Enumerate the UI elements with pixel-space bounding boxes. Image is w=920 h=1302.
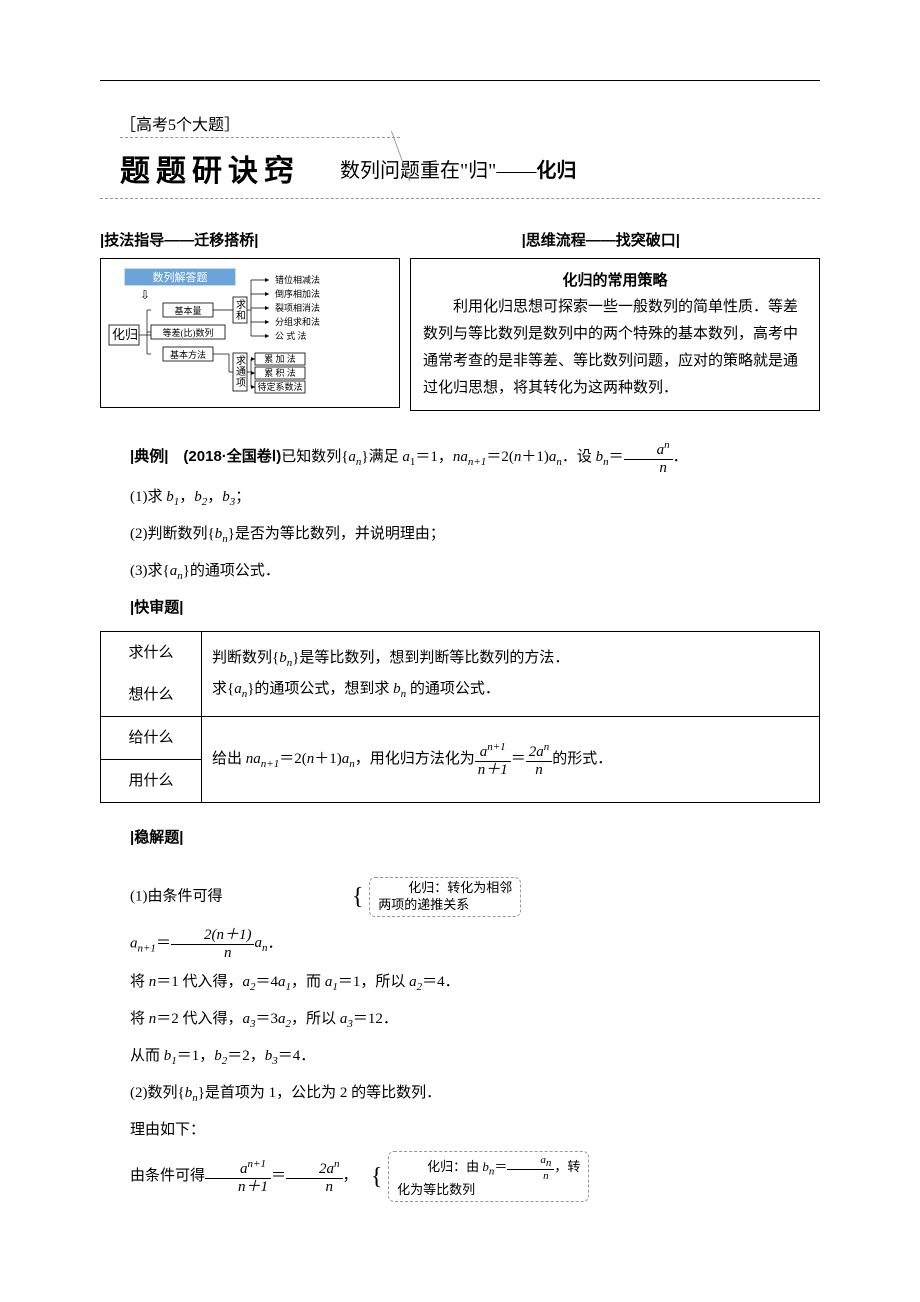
example-q1: (1)求 b1，b2，b3；: [100, 482, 820, 513]
cell-r2c1: 想什么: [101, 674, 202, 717]
section-left: |技法指导——迁移搭桥|: [100, 229, 258, 250]
sol-l1-row: (1)由条件可得 { 化归：转化为相邻 两项的递推关系: [100, 873, 820, 921]
example-source: (2018·全国卷Ⅰ): [183, 448, 281, 465]
cell-r3c1: 给什么: [101, 717, 202, 760]
example-block: |典例| (2018·全国卷Ⅰ)已知数列{an}满足 a1＝1，nan+1＝2(…: [100, 439, 820, 1202]
example-q2: (2)判断数列{bn}是否为等比数列，并说明理由；: [100, 519, 820, 550]
header-tag: ［高考5个大题］: [120, 111, 820, 135]
svg-text:化归: 化归: [112, 327, 138, 342]
callout-1b: 两项的递推关系: [378, 897, 469, 912]
cell-r1c1: 求什么: [101, 632, 202, 675]
section-right: |思维流程——找突破口|: [522, 229, 680, 250]
example-q3: (3)求{an}的通项公式．: [100, 556, 820, 587]
callout-2: 化归：由 bn＝ann，转化为等比数列: [388, 1151, 589, 1202]
svg-text:倒序相加法: 倒序相加法: [275, 288, 320, 299]
sol-l1: (1)由条件可得: [130, 888, 223, 904]
svg-text:求: 求: [236, 299, 246, 311]
method-diagram: 数列解答题⇩化归基本量等差(比)数列基本方法求和求通项错位相减法倒序相加法裂项相…: [105, 267, 397, 401]
sol-l2: an+1＝2(n＋1)nan．: [100, 927, 820, 961]
cell-r12c2: 判断数列{bn}是等比数列，想到判断等比数列的方法． 求{an}的通项公式，想到…: [202, 632, 820, 717]
callout-1a: 化归：转化为相邻: [408, 880, 512, 895]
svg-text:累 加 法: 累 加 法: [264, 353, 296, 364]
sol-l3: 将 n＝1 代入得，a2＝4a1，而 a1＝1，所以 a2＝4．: [100, 967, 820, 998]
svg-text:基本量: 基本量: [174, 305, 201, 316]
strategy-box: 化归的常用策略 利用化归思想可探索一些一般数列的简单性质．等差数列与等比数列是数…: [410, 258, 820, 411]
kuaishen-table: 求什么 判断数列{bn}是等比数列，想到判断等比数列的方法． 求{an}的通项公…: [100, 631, 820, 803]
dashed-full: [100, 198, 820, 199]
brace-icon: {: [352, 884, 364, 910]
sol-l8: 由条件可得an+1n＋1＝2ann， { 化归：由 bn＝ann，转化为等比数列: [100, 1151, 820, 1202]
cell-r4c1: 用什么: [101, 760, 202, 803]
svg-text:分组求和法: 分组求和法: [275, 316, 320, 327]
svg-text:⇩: ⇩: [140, 288, 150, 302]
dashed-under-tag: [120, 137, 400, 138]
strategy-title: 化归的常用策略: [423, 267, 807, 294]
svg-text:通: 通: [236, 366, 246, 378]
svg-text:和: 和: [236, 310, 246, 322]
svg-text:数列解答题: 数列解答题: [153, 270, 208, 284]
svg-text:公 式 法: 公 式 法: [275, 330, 307, 341]
example-stem: |典例| (2018·全国卷Ⅰ)已知数列{an}满足 a1＝1，nan+1＝2(…: [100, 439, 820, 476]
section-titles: |技法指导——迁移搭桥| |思维流程——找突破口|: [100, 229, 820, 250]
sol-l5: 从而 b1＝1，b2＝2，b3＝4．: [100, 1041, 820, 1072]
svg-text:裂项相消法: 裂项相消法: [275, 302, 320, 313]
wenjie-title: |稳解题|: [100, 823, 820, 853]
strategy-body: 利用化归思想可探索一些一般数列的简单性质．等差数列与等比数列是数列中的两个特殊的…: [423, 294, 807, 402]
svg-text:求: 求: [236, 355, 246, 367]
svg-text:基本方法: 基本方法: [170, 349, 206, 360]
header-block: ［高考5个大题］ 题题研诀窍 数列问题重在"归"——化归: [100, 111, 820, 199]
title-main: 题题研诀窍: [120, 146, 300, 190]
top-rule: [100, 80, 820, 81]
svg-text:累 积 法: 累 积 法: [264, 367, 296, 378]
t-a: 已知数列{: [281, 449, 348, 465]
svg-text:等差(比)数列: 等差(比)数列: [163, 327, 214, 338]
title-right-bold: 化归: [536, 160, 576, 182]
cell-r34c2: 给出 nan+1＝2(n＋1)an，用化归方法化为an+1n＋1＝2ann的形式…: [202, 717, 820, 803]
sol-l7: 理由如下：: [100, 1115, 820, 1145]
title-right: 数列问题重在"归"——化归: [340, 154, 576, 183]
t-b: }满足: [361, 449, 402, 465]
diagram-box: 数列解答题⇩化归基本量等差(比)数列基本方法求和求通项错位相减法倒序相加法裂项相…: [100, 258, 400, 408]
brace-icon-2: {: [371, 1164, 383, 1190]
svg-text:待定系数法: 待定系数法: [257, 381, 302, 392]
kuaishen-title: |快审题|: [100, 593, 820, 623]
callout-1: 化归：转化为相邻 两项的递推关系: [369, 877, 521, 917]
cell-r1-text: 判断数列{bn}是等比数列，想到判断等比数列的方法．: [212, 643, 809, 674]
cell-r2-text: 求{an}的通项公式，想到求 bn 的通项公式．: [212, 674, 809, 705]
sol-l4: 将 n＝2 代入得，a3＝3a2，所以 a3＝12．: [100, 1004, 820, 1035]
svg-text:项: 项: [236, 377, 246, 389]
sol-l6: (2)数列{bn}是首项为 1，公比为 2 的等比数列．: [100, 1078, 820, 1109]
svg-text:错位相减法: 错位相减法: [275, 274, 320, 285]
example-label: |典例|: [130, 448, 168, 465]
